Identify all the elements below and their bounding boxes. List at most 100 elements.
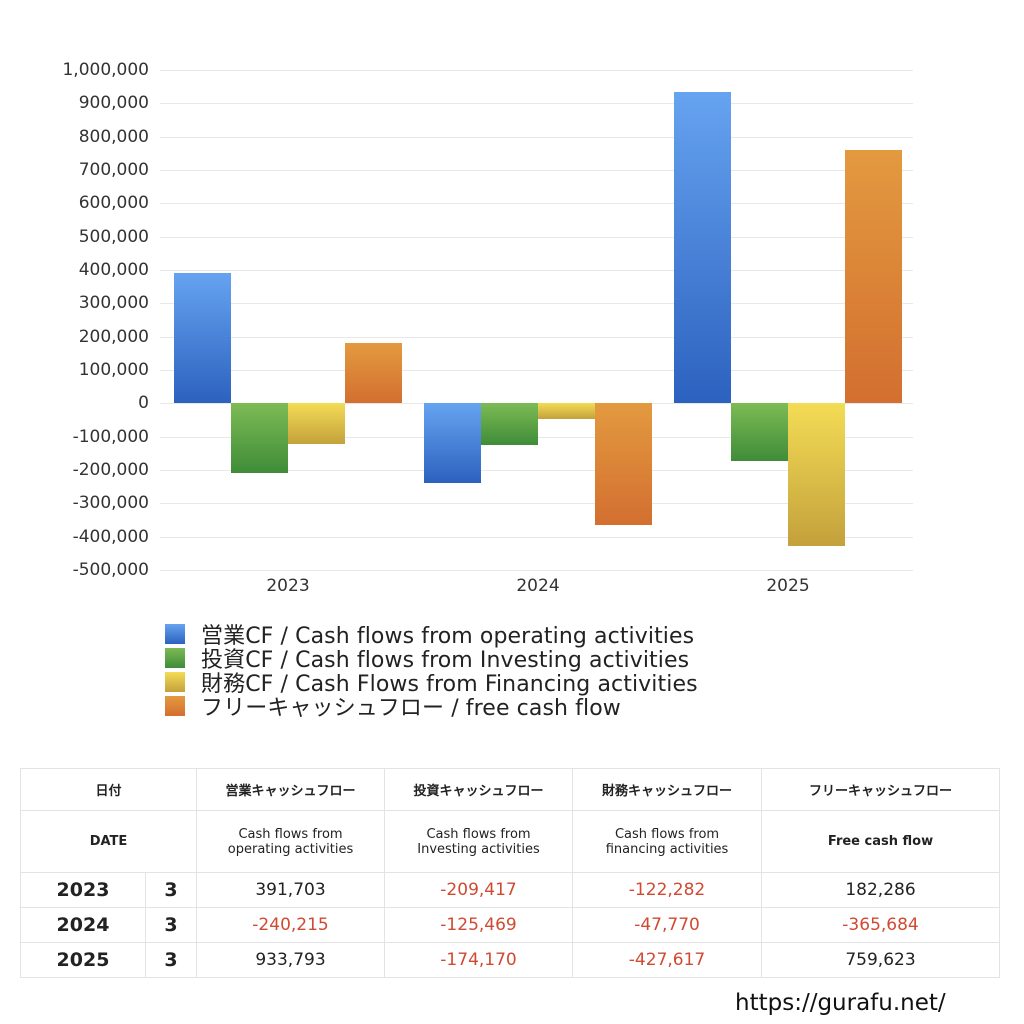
cell-investing: -125,469	[384, 907, 574, 943]
table-row: 2025 3 933,793 -174,170 -427,617 759,623	[20, 942, 1001, 978]
cash-flow-bar-chart: 1,000,000 900,000 800,000 700,000 600,000 500…	[62, 60, 913, 596]
gridline	[160, 237, 913, 238]
row-year: 2025	[20, 942, 146, 978]
y-tick-label: -500,000	[72, 560, 149, 580]
header-operating-en: Cash flows from operating activities	[196, 810, 386, 873]
table-row: 2024 3 -240,215 -125,469 -47,770 -365,68…	[20, 907, 1001, 943]
legend-item-free: フリーキャッシュフロー / free cash flow	[165, 694, 698, 721]
x-tick-label: 2023	[266, 576, 310, 596]
cash-flow-table: 日付 営業キャッシュフロー 投資キャッシュフロー 財務キャッシュフロー フリーキ…	[19, 768, 1001, 978]
cell-operating: 391,703	[196, 872, 386, 908]
gridline	[160, 203, 913, 204]
cell-investing: -209,417	[384, 872, 574, 908]
bar-2025-series-4	[845, 150, 902, 404]
table-row: 2023 3 391,703 -209,417 -122,282 182,286	[20, 872, 1001, 908]
bar-2025-series-3	[788, 403, 845, 546]
y-tick-label: 700,000	[78, 160, 149, 180]
y-tick-label: 0	[138, 393, 149, 414]
gridline	[160, 370, 913, 371]
cell-operating: 933,793	[196, 942, 386, 978]
y-tick-label: 300,000	[78, 293, 149, 314]
bar-2023-series-4	[345, 342, 402, 404]
legend-label: 営業CF / Cash flows from operating activit…	[201, 624, 695, 649]
bar-2024-series-2	[481, 403, 538, 446]
gridline	[160, 570, 913, 571]
y-tick-label: 400,000	[78, 260, 149, 280]
row-year: 2024	[20, 907, 146, 943]
y-tick-label: 100,000	[78, 360, 149, 380]
cell-financing: -47,770	[572, 907, 763, 943]
gridline	[160, 337, 913, 338]
legend-item-operating: 営業CF / Cash flows from operating activit…	[165, 622, 698, 649]
header-financing-jp: 財務キャッシュフロー	[572, 768, 763, 811]
header-financing-en: Cash flows from financing activities	[572, 810, 763, 873]
header-investing-en: Cash flows from Investing activities	[384, 810, 574, 873]
bar-2025-series-1	[674, 92, 731, 404]
site-url[interactable]: https://gurafu.net/	[735, 990, 946, 1016]
bar-2024-series-4	[595, 403, 652, 526]
legend-swatch-operating	[165, 624, 185, 644]
bar-2023-series-3	[288, 403, 345, 445]
gridline	[160, 103, 913, 104]
header-line: Cash flows from	[614, 826, 720, 842]
x-tick-label: 2025	[766, 576, 810, 596]
header-date-jp: 日付	[19, 768, 198, 811]
row-year: 2023	[20, 872, 146, 908]
gridline	[160, 470, 913, 471]
header-free-jp: フリーキャッシュフロー	[761, 768, 1001, 811]
gridline	[160, 270, 913, 271]
legend-item-investing: 投資CF / Cash flows from Investing activit…	[165, 646, 698, 673]
gridline	[160, 137, 913, 138]
gridline	[160, 170, 913, 171]
y-tick-label: 500,000	[78, 226, 149, 247]
y-tick-label: -400,000	[72, 526, 149, 547]
y-tick-label: 900,000	[78, 93, 149, 114]
row-month: 3	[144, 872, 198, 908]
header-date-en: DATE	[19, 810, 198, 873]
gridline	[160, 503, 913, 504]
cell-free: 759,623	[761, 942, 1001, 978]
header-investing-jp: 投資キャッシュフロー	[384, 768, 574, 811]
x-tick-label: 2024	[516, 576, 560, 596]
table-header-en: DATE Cash flows from operating activities…	[19, 810, 1001, 873]
legend-label: 投資CF / Cash flows from Investing activit…	[201, 648, 690, 673]
header-line: operating activities	[227, 841, 354, 857]
bar-2023-series-1	[174, 272, 231, 404]
bar-2025-series-2	[731, 403, 788, 462]
y-tick-label: 800,000	[78, 126, 149, 147]
table-header-jp: 日付 営業キャッシュフロー 投資キャッシュフロー 財務キャッシュフロー フリーキ…	[19, 768, 1001, 811]
legend-label: 財務CF / Cash Flows from Financing activit…	[201, 672, 698, 697]
legend-label: フリーキャッシュフロー / free cash flow	[201, 696, 621, 721]
row-month: 3	[144, 907, 198, 943]
chart-legend: 営業CF / Cash flows from operating activit…	[165, 622, 698, 721]
gridline	[160, 303, 913, 304]
cell-free: -365,684	[761, 907, 1001, 943]
cell-financing: -427,617	[572, 942, 763, 978]
gridline	[160, 537, 913, 538]
bar-2024-series-3	[538, 403, 595, 420]
bar-2024-series-1	[424, 403, 481, 484]
cell-investing: -174,170	[384, 942, 574, 978]
y-tick-label: -200,000	[72, 460, 149, 480]
header-free-en: Free cash flow	[761, 810, 1001, 873]
legend-swatch-free	[165, 696, 185, 716]
legend-swatch-investing	[165, 648, 185, 668]
header-line: Cash flows from	[238, 826, 343, 842]
cell-operating: -240,215	[196, 907, 386, 943]
y-tick-label: 600,000	[78, 193, 149, 214]
header-line: Investing activities	[417, 841, 540, 857]
y-tick-label: -300,000	[72, 493, 149, 514]
header-line: Cash flows from	[426, 826, 531, 842]
row-month: 3	[144, 942, 198, 978]
y-tick-label: -100,000	[72, 426, 149, 447]
gridline	[160, 70, 913, 71]
legend-swatch-financing	[165, 672, 185, 692]
cell-financing: -122,282	[572, 872, 763, 908]
legend-item-financing: 財務CF / Cash Flows from Financing activit…	[165, 670, 698, 697]
bar-2023-series-2	[231, 403, 288, 474]
y-tick-label: 200,000	[78, 326, 149, 347]
header-operating-jp: 営業キャッシュフロー	[196, 768, 386, 811]
cell-free: 182,286	[761, 872, 1001, 908]
y-tick-label: 1,000,000	[62, 60, 149, 80]
header-line: financing activities	[605, 841, 729, 857]
